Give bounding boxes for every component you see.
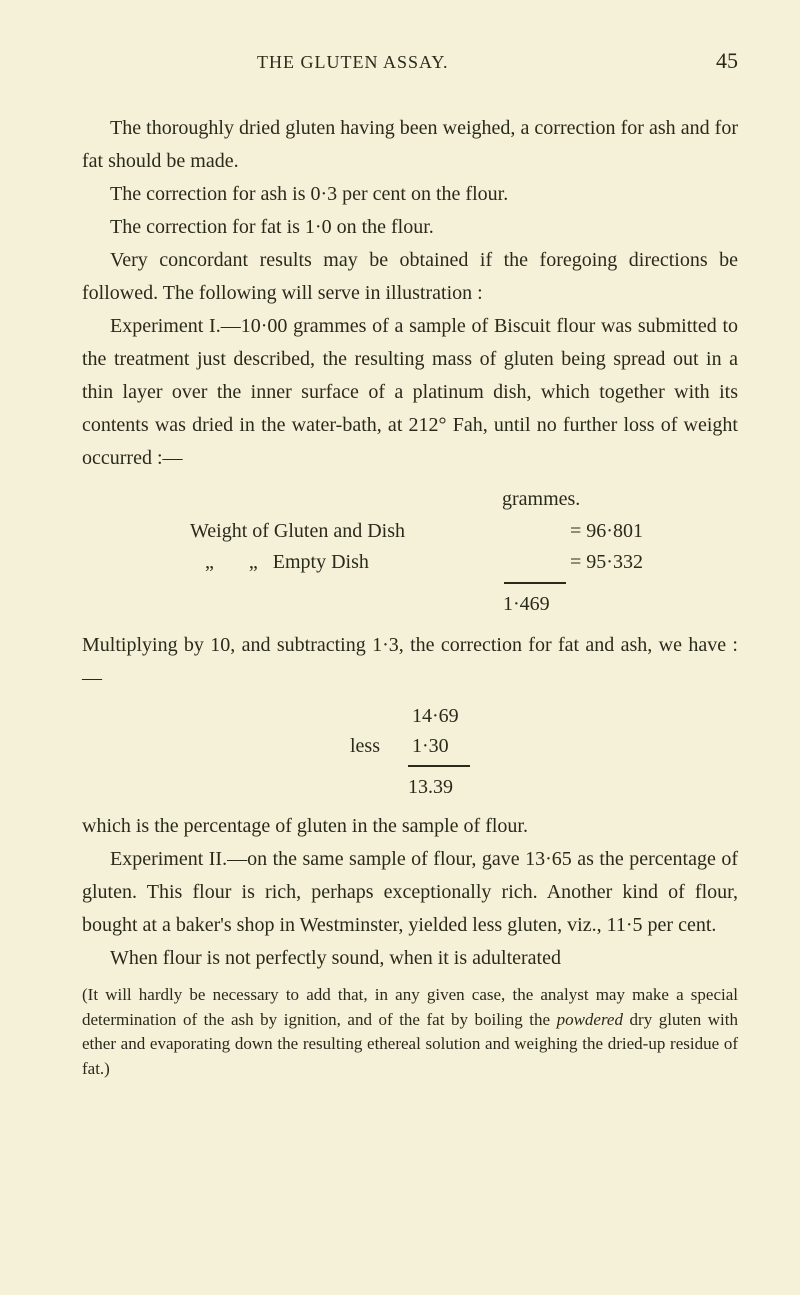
equation-rule	[504, 582, 566, 584]
calc-value: 14·69	[412, 701, 459, 731]
body-text: The thoroughly dried gluten having been …	[82, 112, 738, 1082]
page-container: THE GLUTEN ASSAY. 45 The thoroughly drie…	[0, 0, 800, 1149]
paragraph: The correction for ash is 0·3 per cent o…	[82, 178, 738, 211]
paragraph: Multiplying by 10, and subtracting 1·3, …	[82, 629, 738, 695]
running-title: THE GLUTEN ASSAY.	[257, 52, 449, 73]
paragraph: When flour is not perfectly sound, when …	[82, 942, 738, 975]
equation-label: Weight of Gluten and Dish	[82, 516, 570, 547]
calculation-block: 14·69 less 1·30 13.39	[82, 701, 738, 804]
footnote: (It will hardly be necessary to add that…	[82, 983, 738, 1082]
page-number: 45	[716, 48, 738, 74]
paragraph: Very concordant results may be obtained …	[82, 244, 738, 310]
paragraph: which is the percentage of gluten in the…	[82, 810, 738, 843]
paragraph: The correction for fat is 1·0 on the flo…	[82, 211, 738, 244]
grammes-label: grammes.	[82, 483, 738, 516]
footnote-italic: powdered	[557, 1010, 623, 1029]
weight-equation-block: grammes. Weight of Gluten and Dish = 96·…	[82, 483, 738, 621]
calc-label: less	[82, 731, 412, 761]
calc-label	[82, 701, 412, 731]
calc-line: less 1·30	[82, 731, 738, 761]
calc-value: 1·30	[412, 731, 449, 761]
paragraph: Experiment II.—on the same sample of flo…	[82, 843, 738, 942]
calc-result: 13.39	[82, 771, 738, 804]
equation-value: = 96·801	[570, 516, 643, 547]
equation-line: „ „ Empty Dish = 95·332	[82, 547, 738, 578]
calc-line: 14·69	[82, 701, 738, 731]
equation-sum: 1·469	[82, 588, 738, 621]
paragraph: The thoroughly dried gluten having been …	[82, 112, 738, 178]
calc-rule	[408, 765, 470, 767]
equation-line: Weight of Gluten and Dish = 96·801	[82, 516, 738, 547]
paragraph: Experiment I.—10·00 grammes of a sample …	[82, 310, 738, 475]
equation-value: = 95·332	[570, 547, 643, 578]
page-header: THE GLUTEN ASSAY. 45	[82, 48, 738, 74]
equation-label: „ „ Empty Dish	[82, 547, 570, 578]
